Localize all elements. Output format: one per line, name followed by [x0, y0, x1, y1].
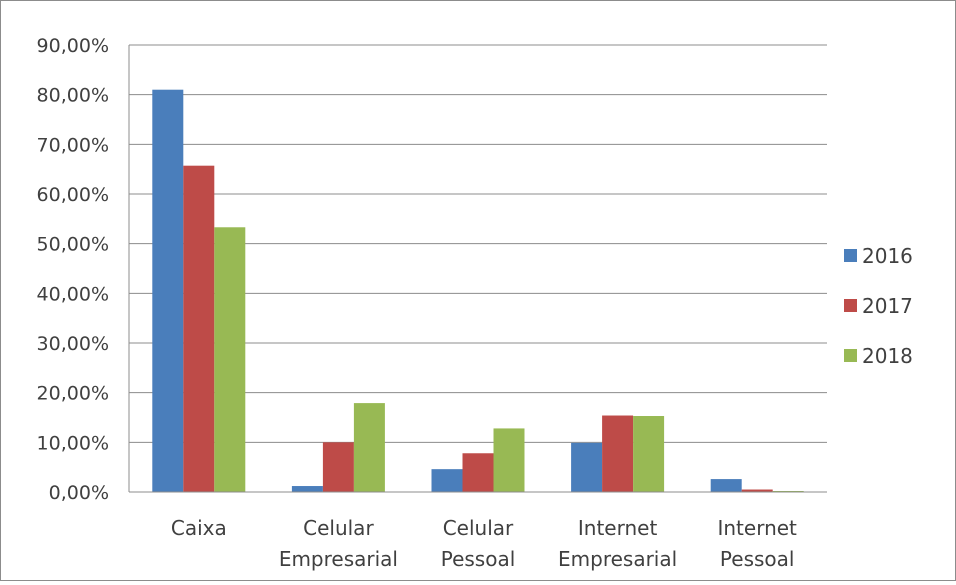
legend-label: 2016 — [862, 244, 913, 268]
bar-2017-3 — [602, 415, 634, 492]
y-tick-label: 80,00% — [37, 85, 109, 107]
x-category-label: Empresarial — [558, 547, 677, 571]
x-category-label: Pessoal — [441, 547, 516, 571]
y-tick-label: 50,00% — [37, 234, 109, 256]
y-tick-label: 0,00% — [49, 482, 109, 504]
bar-2016-2 — [431, 469, 463, 492]
bar-2017-0 — [183, 165, 215, 492]
x-axis-category-labels: Caixa Celular Empresarial Celular Pessoal Int… — [171, 516, 797, 571]
legend-label: 2018 — [862, 344, 913, 368]
legend-swatch-2016 — [844, 249, 857, 262]
bar-2016-0 — [152, 89, 184, 492]
bar-2018-3 — [633, 416, 665, 492]
bar-2018-1 — [353, 403, 385, 492]
y-tick-label: 40,00% — [37, 283, 109, 305]
x-category-label: Celular — [303, 516, 374, 540]
bar-2017-4 — [741, 489, 773, 492]
bars — [152, 89, 804, 492]
bar-2017-2 — [462, 453, 494, 492]
y-tick-label: 10,00% — [37, 432, 109, 454]
y-axis-tick-labels: 0,00% 10,00% 20,00% 30,00% 40,00% 50,00% 60,00… — [37, 35, 109, 504]
bar-2016-1 — [291, 486, 323, 492]
x-axis — [128, 45, 827, 493]
x-category-label: Internet — [717, 516, 797, 540]
y-tick-label: 60,00% — [37, 184, 109, 206]
y-tick-label: 30,00% — [37, 333, 109, 355]
x-category-label: Caixa — [171, 516, 227, 540]
gridlines — [129, 44, 827, 443]
legend-label: 2017 — [862, 294, 913, 318]
bar-2018-0 — [214, 227, 246, 492]
legend-swatch-2017 — [844, 299, 857, 312]
x-category-label: Empresarial — [279, 547, 398, 571]
bar-2016-3 — [571, 442, 603, 492]
bar-2018-2 — [493, 428, 525, 492]
legend-swatch-2018 — [844, 349, 857, 362]
y-tick-label: 90,00% — [37, 35, 109, 57]
y-tick-label: 70,00% — [37, 134, 109, 156]
bar-2017-1 — [322, 442, 354, 492]
y-tick-label: 20,00% — [37, 383, 109, 405]
x-category-label: Internet — [578, 516, 658, 540]
legend: 2016 2017 2018 — [844, 244, 913, 368]
bar-2016-4 — [710, 479, 742, 492]
x-category-label: Pessoal — [720, 547, 795, 571]
x-category-label: Celular — [443, 516, 514, 540]
